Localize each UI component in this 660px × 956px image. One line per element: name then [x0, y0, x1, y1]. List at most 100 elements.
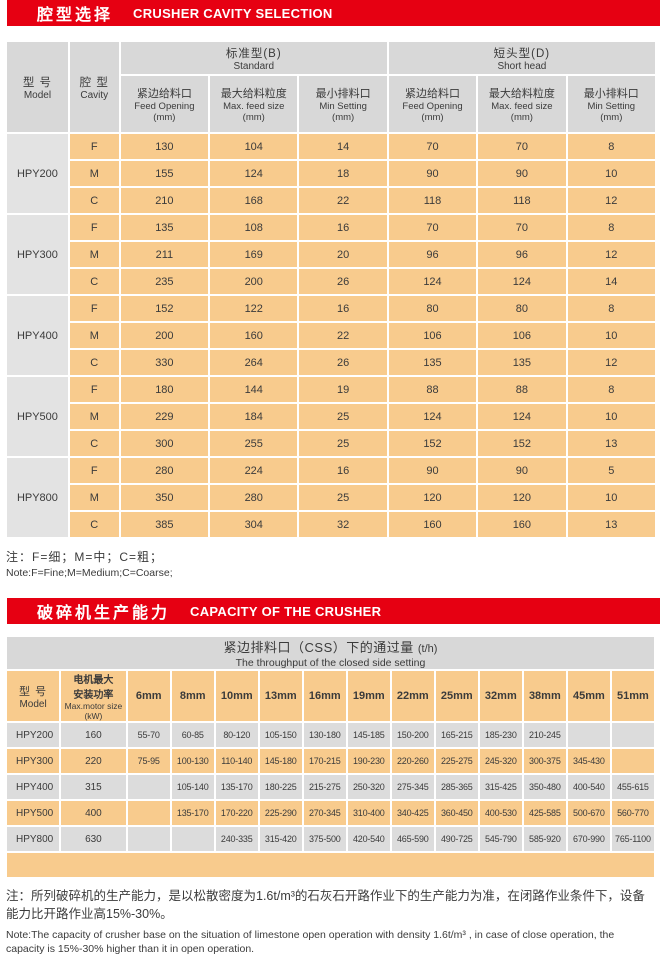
table-row: HPY300 220 75-95 100-130 110-140 145-180…	[7, 749, 654, 773]
value-cell: 25	[299, 404, 387, 429]
short-head-header-zh: 短头型(D)	[493, 47, 551, 60]
throughput-cell: 110-140	[215, 749, 258, 773]
table-row: HPY400 315 105-140 135-170 180-225 215-2…	[7, 775, 654, 799]
value-cell: 106	[478, 323, 566, 348]
capacity-note-zh: 注：所列破碎机的生产能力，是以松散密度为1.6t/m³的石灰石开路作业下的生产能…	[6, 889, 645, 921]
motor-power-cell: 160	[61, 723, 126, 747]
throughput-cell: 490-725	[435, 827, 478, 851]
table-row: M 211 169 20 96 96 12	[7, 242, 655, 267]
throughput-cell	[611, 749, 654, 773]
throughput-cell	[127, 801, 170, 825]
table-row	[7, 853, 654, 877]
throughput-cell: 455-615	[611, 775, 654, 799]
value-cell: 124	[388, 404, 477, 429]
cavity-cell: M	[69, 323, 119, 348]
value-cell: 88	[388, 377, 477, 402]
max-feed-size-zh: 最大给料粒度	[220, 88, 287, 100]
value-cell: 135	[388, 350, 477, 375]
banner-title-zh: 破碎机生产能力	[37, 605, 171, 622]
value-cell: 160	[478, 512, 566, 537]
value-cell: 12	[567, 350, 655, 375]
value-cell: 96	[388, 242, 477, 267]
table-row: C 385 304 32 160 160 13	[7, 512, 655, 537]
legend-note-zh: 注：F=细；M=中；C=粗；	[6, 550, 164, 564]
motor-power-zh1: 电机最大	[73, 675, 114, 686]
css-size-header: 25mm	[435, 671, 478, 721]
throughput-cell	[611, 723, 654, 747]
throughput-cell: 560-770	[611, 801, 654, 825]
throughput-cell	[567, 723, 610, 747]
model-column-header: 型 号 Model	[7, 671, 60, 721]
value-cell: 88	[478, 377, 566, 402]
value-cell: 124	[388, 269, 477, 294]
throughput-cell: 465-590	[391, 827, 434, 851]
max-feed-size-unit: (mm)	[510, 112, 533, 123]
throughput-cell: 105-140	[171, 775, 214, 799]
banner-title-en: CRUSHER CAVITY SELECTION	[133, 5, 333, 21]
capacity-banner: 破碎机生产能力 CAPACITY OF THE CRUSHER	[7, 598, 660, 624]
value-cell: 5	[567, 458, 655, 483]
value-cell: 350	[120, 485, 209, 510]
min-setting-en: Min Setting	[587, 101, 636, 112]
value-cell: 13	[567, 512, 655, 537]
feed-opening-zh: 紧边给料口	[136, 88, 192, 100]
throughput-cell: 60-85	[171, 723, 214, 747]
value-cell: 16	[299, 296, 387, 321]
motor-power-cell: 315	[61, 775, 126, 799]
capacity-title-unit: (t/h)	[417, 643, 438, 655]
cavity-cell: F	[69, 377, 119, 402]
cavity-cell: C	[69, 512, 119, 537]
cavity-cell: C	[69, 188, 119, 213]
capacity-title-en: The throughput of the closed side settin…	[235, 657, 426, 669]
value-cell: 160	[388, 512, 477, 537]
std-min-setting-header: 最小排料口 Min Setting (mm)	[299, 76, 387, 132]
css-size-header: 8mm	[171, 671, 214, 721]
banner-title-zh: 腔型选择	[37, 7, 114, 24]
throughput-cell: 545-790	[479, 827, 522, 851]
model-header-zh: 型 号	[22, 76, 53, 89]
throughput-cell: 310-400	[347, 801, 390, 825]
feed-opening-zh: 紧边给料口	[405, 88, 460, 100]
sh-max-feed-size-header: 最大给料粒度 Max. feed size (mm)	[478, 76, 566, 132]
value-cell: 80	[478, 296, 566, 321]
throughput-cell: 765-1100	[611, 827, 654, 851]
legend-note-en: Note:F=Fine;M=Medium;C=Coarse;	[6, 567, 173, 579]
value-cell: 180	[120, 377, 209, 402]
css-size-header: 38mm	[523, 671, 566, 721]
value-cell: 280	[120, 458, 209, 483]
throughput-cell: 225-290	[259, 801, 302, 825]
cavity-selection-banner: 腔型选择 CRUSHER CAVITY SELECTION	[7, 0, 660, 26]
throughput-cell: 585-920	[523, 827, 566, 851]
throughput-cell: 315-425	[479, 775, 522, 799]
value-cell: 32	[299, 512, 387, 537]
std-feed-opening-header: 紧边给料口 Feed Opening (mm)	[120, 76, 209, 132]
model-cell: HPY800	[7, 458, 68, 537]
value-cell: 210	[120, 188, 209, 213]
value-cell: 118	[388, 188, 477, 213]
min-setting-unit: (mm)	[332, 112, 355, 123]
standard-header-zh: 标准型(B)	[225, 47, 282, 60]
throughput-cell: 75-95	[127, 749, 170, 773]
throughput-cell: 225-275	[435, 749, 478, 773]
model-cell: HPY200	[7, 723, 60, 747]
value-cell: 229	[120, 404, 209, 429]
throughput-cell: 170-215	[303, 749, 346, 773]
throughput-cell: 180-225	[259, 775, 302, 799]
throughput-cell: 210-245	[523, 723, 566, 747]
value-cell: 18	[299, 161, 387, 186]
min-setting-unit: (mm)	[600, 112, 623, 123]
motor-power-cell: 400	[61, 801, 126, 825]
table-row: 型 号 Model 电机最大 安装功率 Max.motor size (kW) …	[7, 671, 654, 721]
min-setting-en: Min Setting	[319, 101, 367, 112]
value-cell: 106	[388, 323, 477, 348]
throughput-cell: 215-275	[303, 775, 346, 799]
max-feed-size-en: Max. feed size	[491, 101, 553, 112]
throughput-cell	[171, 827, 214, 851]
throughput-cell: 245-320	[479, 749, 522, 773]
throughput-cell: 300-375	[523, 749, 566, 773]
throughput-cell: 80-120	[215, 723, 258, 747]
cavity-cell: M	[69, 161, 119, 186]
value-cell: 70	[478, 215, 566, 240]
throughput-cell: 670-990	[567, 827, 610, 851]
css-size-header: 51mm	[611, 671, 654, 721]
